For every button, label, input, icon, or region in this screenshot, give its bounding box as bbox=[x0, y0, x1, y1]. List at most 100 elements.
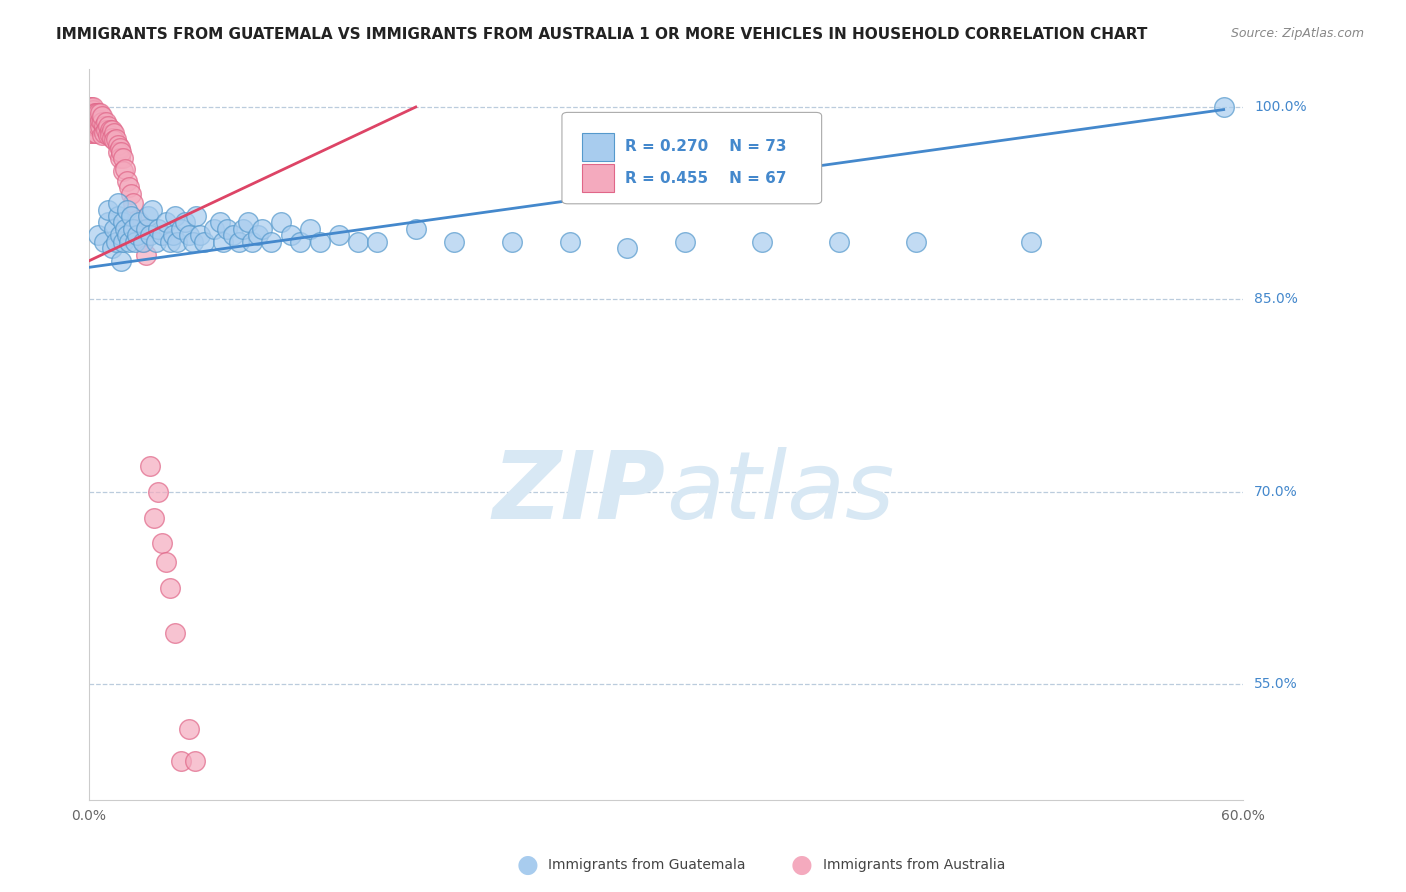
Point bbox=[98, 123, 121, 137]
Point bbox=[104, 132, 127, 146]
Text: ZIP: ZIP bbox=[494, 447, 666, 539]
Point bbox=[138, 209, 160, 223]
Point bbox=[120, 187, 142, 202]
Point bbox=[108, 141, 131, 155]
Point bbox=[139, 459, 162, 474]
Point bbox=[98, 128, 121, 143]
Point bbox=[366, 235, 388, 249]
Point bbox=[501, 235, 523, 249]
Point bbox=[155, 556, 177, 570]
Text: IMMIGRANTS FROM GUATEMALA VS IMMIGRANTS FROM AUSTRALIA 1 OR MORE VEHICLES IN HOU: IMMIGRANTS FROM GUATEMALA VS IMMIGRANTS … bbox=[56, 27, 1147, 42]
Point bbox=[97, 215, 120, 229]
Point bbox=[82, 100, 104, 114]
Point bbox=[82, 112, 104, 127]
Point bbox=[146, 484, 169, 499]
Point bbox=[107, 138, 129, 153]
Point bbox=[238, 215, 260, 229]
Point bbox=[87, 112, 110, 127]
Point bbox=[107, 209, 129, 223]
Point bbox=[118, 235, 141, 249]
Point bbox=[290, 235, 312, 249]
Point bbox=[135, 247, 157, 261]
Point bbox=[122, 196, 145, 211]
Point bbox=[86, 126, 108, 140]
Point bbox=[101, 241, 124, 255]
Point bbox=[91, 128, 114, 143]
Point bbox=[112, 235, 135, 249]
Point bbox=[188, 228, 211, 243]
Text: Immigrants from Guatemala: Immigrants from Guatemala bbox=[548, 858, 745, 872]
Point bbox=[103, 133, 125, 147]
Point bbox=[1021, 235, 1043, 249]
Point bbox=[89, 120, 111, 134]
Point bbox=[165, 626, 187, 640]
Point bbox=[115, 228, 138, 243]
Point bbox=[77, 100, 100, 114]
Point bbox=[104, 235, 127, 249]
Point bbox=[107, 196, 129, 211]
Point bbox=[97, 202, 120, 217]
Point bbox=[114, 161, 136, 176]
Point bbox=[103, 222, 125, 236]
Text: 85.0%: 85.0% bbox=[1254, 293, 1298, 307]
Point bbox=[170, 222, 193, 236]
Point bbox=[110, 254, 132, 268]
Point bbox=[141, 202, 163, 217]
Point bbox=[280, 228, 302, 243]
Point bbox=[828, 235, 851, 249]
Text: ●: ● bbox=[790, 854, 813, 877]
Point bbox=[122, 222, 145, 236]
Text: 100.0%: 100.0% bbox=[1254, 100, 1306, 114]
Point bbox=[260, 235, 283, 249]
Point bbox=[89, 106, 111, 120]
Point bbox=[131, 235, 153, 249]
Point bbox=[128, 222, 150, 236]
Point bbox=[145, 235, 167, 249]
Point bbox=[673, 235, 696, 249]
Point bbox=[112, 151, 135, 165]
Point bbox=[222, 228, 245, 243]
Point bbox=[202, 222, 225, 236]
Point bbox=[91, 109, 114, 123]
Point bbox=[174, 215, 197, 229]
Text: R = 0.270    N = 73: R = 0.270 N = 73 bbox=[626, 139, 787, 154]
Text: 55.0%: 55.0% bbox=[1254, 677, 1298, 691]
Point bbox=[83, 126, 105, 140]
Point bbox=[103, 126, 125, 140]
Text: ●: ● bbox=[516, 854, 538, 877]
Point bbox=[232, 222, 254, 236]
Point bbox=[77, 112, 100, 127]
Point bbox=[79, 106, 101, 120]
Point bbox=[751, 235, 773, 249]
Point bbox=[170, 754, 193, 768]
Point bbox=[904, 235, 927, 249]
Point bbox=[89, 112, 111, 127]
Point bbox=[87, 228, 110, 243]
Point bbox=[240, 235, 263, 249]
Point bbox=[97, 120, 120, 134]
Text: 70.0%: 70.0% bbox=[1254, 485, 1298, 499]
Point bbox=[125, 228, 148, 243]
Point bbox=[193, 235, 215, 249]
Point bbox=[120, 209, 142, 223]
Point bbox=[186, 209, 208, 223]
Point bbox=[143, 510, 166, 524]
Point bbox=[83, 120, 105, 134]
Point bbox=[87, 106, 110, 120]
Point bbox=[101, 130, 124, 145]
Point bbox=[93, 235, 115, 249]
Point bbox=[347, 235, 370, 249]
Point bbox=[135, 222, 157, 236]
Point bbox=[159, 581, 181, 595]
Point bbox=[114, 222, 136, 236]
Point bbox=[108, 228, 131, 243]
Point bbox=[139, 228, 162, 243]
Point bbox=[558, 235, 581, 249]
Point bbox=[94, 115, 117, 129]
Point bbox=[107, 145, 129, 159]
Point bbox=[93, 126, 115, 140]
Point bbox=[79, 112, 101, 127]
Point bbox=[86, 106, 108, 120]
Point bbox=[115, 202, 138, 217]
Point bbox=[83, 112, 105, 127]
